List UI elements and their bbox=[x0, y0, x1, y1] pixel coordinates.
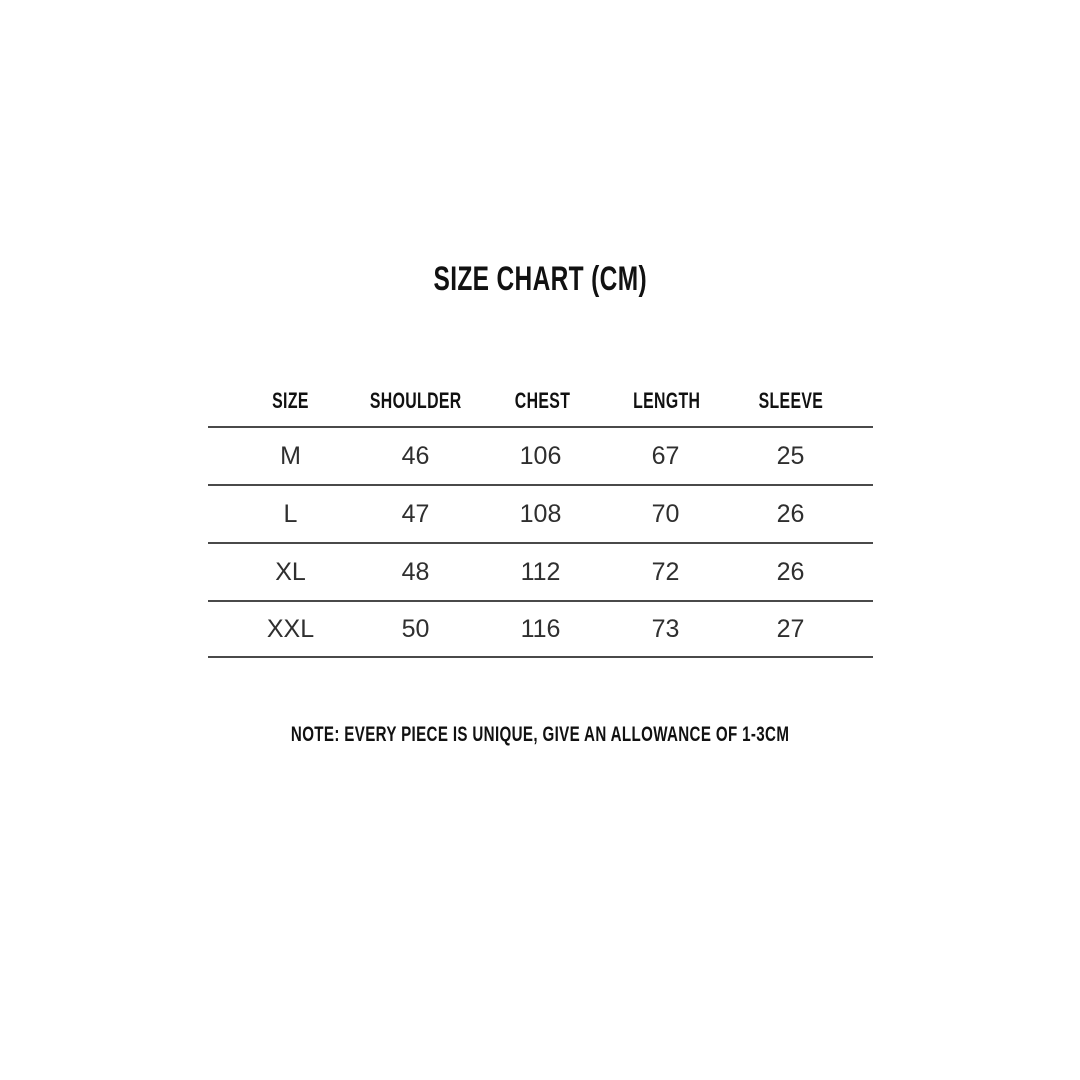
cell-shoulder: 48 bbox=[401, 557, 430, 586]
cell-chest: 116 bbox=[520, 614, 561, 643]
header-cell-size: SIZE bbox=[271, 387, 309, 413]
table-row-xl: XL 48 112 72 26 bbox=[208, 542, 873, 600]
table-row-xxl: XXL 50 116 73 27 bbox=[208, 600, 873, 658]
cell-length: 70 bbox=[651, 499, 680, 528]
header-cell-length: LENGTH bbox=[632, 387, 701, 413]
cell-sleeve: 27 bbox=[776, 614, 805, 643]
cell-chest: 112 bbox=[520, 557, 561, 586]
cell-shoulder: 46 bbox=[401, 441, 430, 470]
cell-chest: 108 bbox=[519, 499, 562, 528]
cell-length: 72 bbox=[651, 557, 680, 586]
cell-chest: 106 bbox=[519, 441, 562, 470]
table-row-l: L 47 108 70 26 bbox=[208, 484, 873, 542]
cell-size: XL bbox=[275, 557, 306, 586]
table-header-row: SIZE SHOULDER CHEST LENGTH SLEEVE bbox=[208, 375, 873, 426]
cell-sleeve: 26 bbox=[776, 557, 805, 586]
cell-size: XXL bbox=[266, 614, 315, 643]
cell-size: L bbox=[283, 499, 298, 528]
cell-shoulder: 47 bbox=[401, 499, 430, 528]
cell-length: 73 bbox=[651, 614, 680, 643]
cell-sleeve: 25 bbox=[776, 441, 805, 470]
cell-sleeve: 26 bbox=[776, 499, 805, 528]
header-cell-sleeve: SLEEVE bbox=[758, 387, 824, 413]
header-cell-chest: CHEST bbox=[514, 387, 570, 413]
page-title-text: SIZE CHART (CM) bbox=[433, 260, 647, 298]
note-text: NOTE: EVERY PIECE IS UNIQUE, GIVE AN ALL… bbox=[290, 723, 790, 746]
cell-size: M bbox=[280, 441, 301, 470]
size-table: SIZE SHOULDER CHEST LENGTH SLEEVE M 46 1… bbox=[208, 375, 873, 658]
cell-shoulder: 50 bbox=[401, 614, 430, 643]
note: NOTE: EVERY PIECE IS UNIQUE, GIVE AN ALL… bbox=[0, 722, 1080, 748]
table-row-m: M 46 106 67 25 bbox=[208, 426, 873, 484]
header-cell-shoulder: SHOULDER bbox=[370, 387, 463, 413]
cell-length: 67 bbox=[651, 441, 680, 470]
page-title: SIZE CHART (CM) bbox=[0, 260, 1080, 298]
